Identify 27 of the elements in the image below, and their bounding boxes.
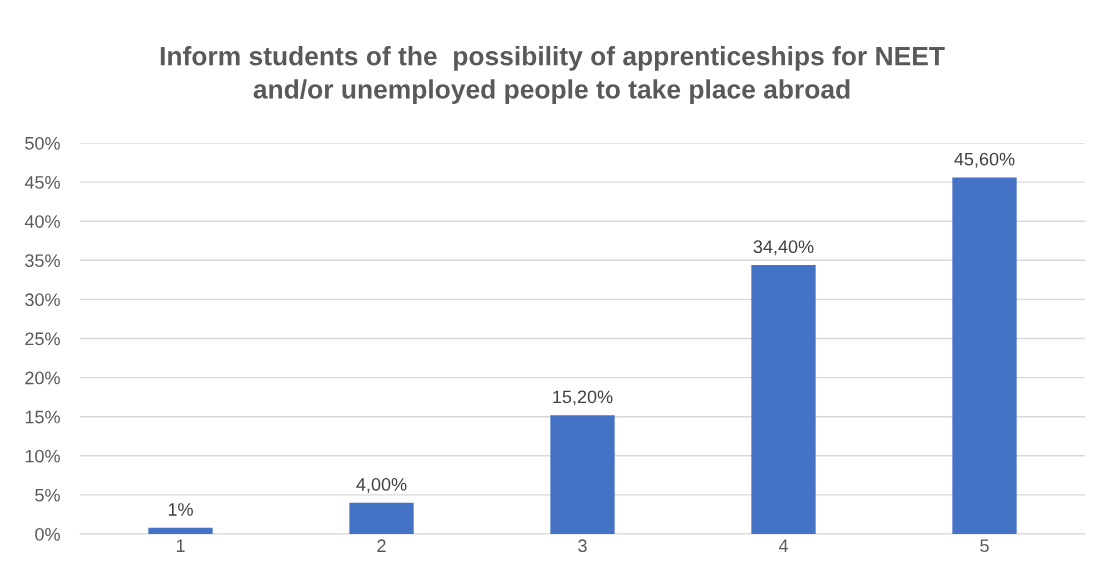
data-label: 1% bbox=[168, 503, 193, 516]
bar bbox=[952, 177, 1017, 534]
x-tick-label: 2 bbox=[377, 539, 386, 552]
chart-title: Inform students of the possibility of apprenticeships for NEET and/or unemployed people to take place abroad bbox=[160, 46, 945, 104]
y-tick-label: 0% bbox=[35, 527, 60, 541]
y-tick-label: 50% bbox=[25, 136, 60, 150]
x-tick-label: 1 bbox=[176, 539, 185, 552]
data-label: 15,20% bbox=[553, 390, 613, 406]
x-tick-label: 3 bbox=[578, 539, 587, 553]
bar bbox=[349, 502, 414, 534]
y-tick-label: 45% bbox=[24, 176, 60, 189]
bar bbox=[550, 415, 615, 534]
y-tick-label: 20% bbox=[25, 371, 60, 385]
y-tick-label: 40% bbox=[24, 215, 60, 228]
y-tick-label: 10% bbox=[25, 449, 60, 463]
x-tick-label: 4 bbox=[778, 539, 788, 552]
data-label: 34,40% bbox=[753, 240, 814, 256]
bar bbox=[751, 264, 816, 534]
y-tick-label: 35% bbox=[25, 254, 60, 268]
y-tick-label: 5% bbox=[35, 488, 60, 502]
data-label: 4,00% bbox=[356, 478, 407, 493]
bar bbox=[148, 527, 213, 534]
y-tick-label: 15% bbox=[25, 410, 60, 424]
data-label: 45,60% bbox=[954, 152, 1015, 168]
y-tick-label: 30% bbox=[25, 293, 60, 307]
x-tick-label: 5 bbox=[980, 539, 989, 553]
y-tick-label: 25% bbox=[25, 332, 60, 346]
